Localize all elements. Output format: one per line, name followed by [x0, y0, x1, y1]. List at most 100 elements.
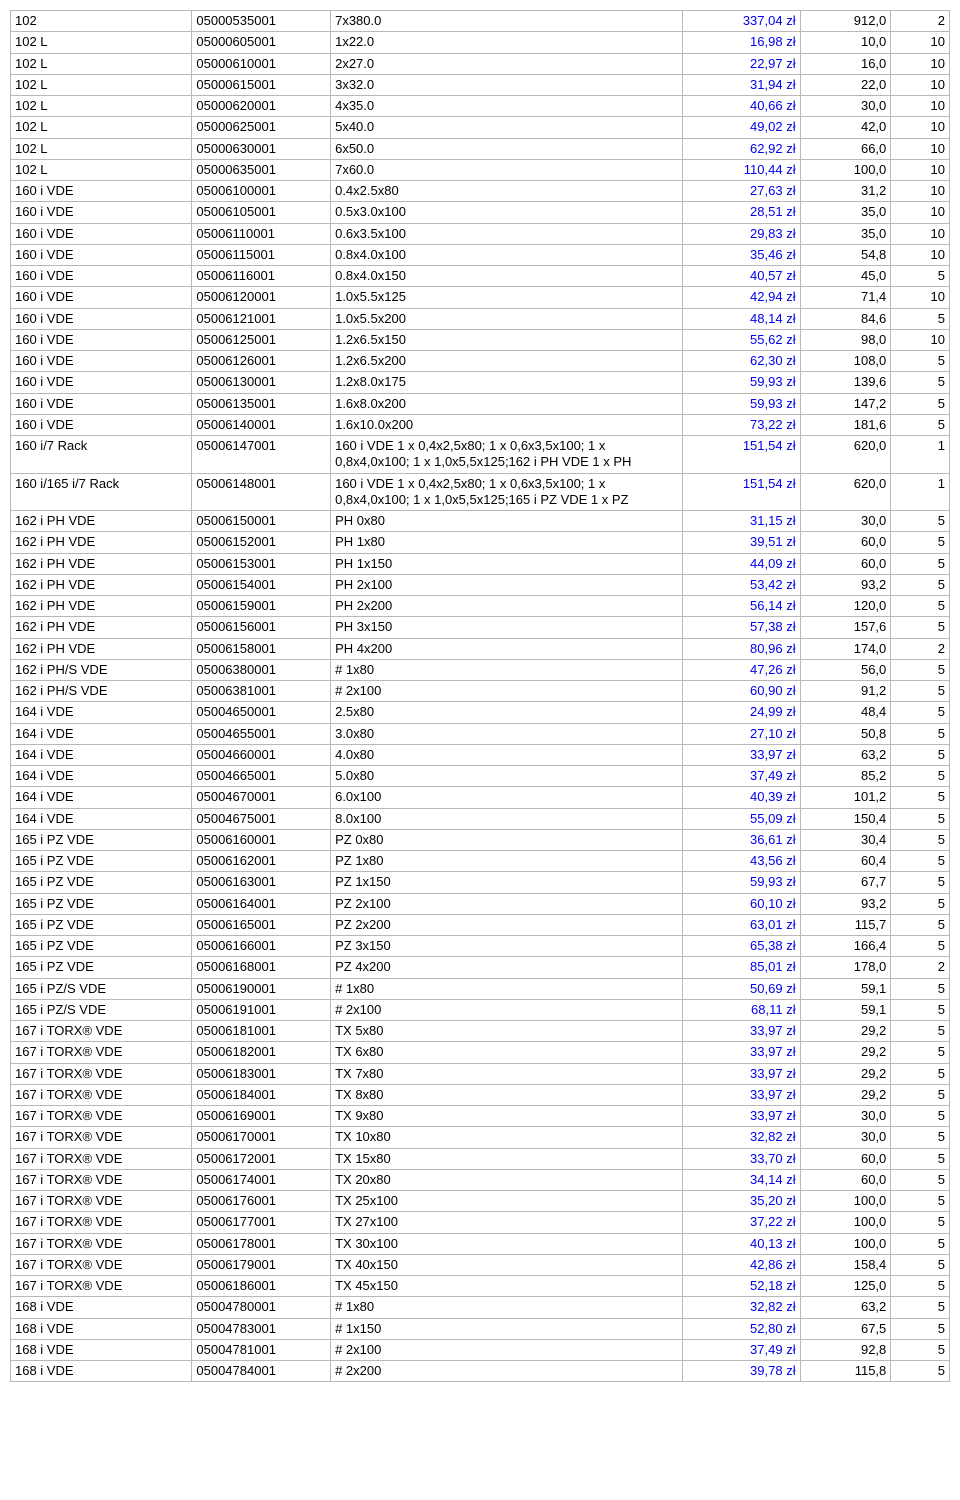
cell-c4: 93,2: [800, 574, 891, 595]
cell-c1: 05006105001: [192, 202, 331, 223]
cell-c2: 0.8x4.0x100: [331, 244, 683, 265]
cell-c0: 165 i PZ VDE: [11, 936, 192, 957]
table-row: 165 i PZ/S VDE05006190001# 1x8050,69 zł5…: [11, 978, 950, 999]
cell-c4: 178,0: [800, 957, 891, 978]
cell-c3: 62,30 zł: [683, 351, 800, 372]
cell-c3: 27,10 zł: [683, 723, 800, 744]
cell-c2: PH 0x80: [331, 511, 683, 532]
cell-c0: 160 i VDE: [11, 244, 192, 265]
cell-c3: 63,01 zł: [683, 914, 800, 935]
cell-c1: 05000630001: [192, 138, 331, 159]
cell-c1: 05006154001: [192, 574, 331, 595]
cell-c2: 3x32.0: [331, 74, 683, 95]
cell-c0: 165 i PZ VDE: [11, 872, 192, 893]
cell-c1: 05006172001: [192, 1148, 331, 1169]
cell-c4: 35,0: [800, 223, 891, 244]
cell-c2: TX 15x80: [331, 1148, 683, 1169]
cell-c1: 05006120001: [192, 287, 331, 308]
cell-c1: 05006115001: [192, 244, 331, 265]
cell-c4: 30,0: [800, 511, 891, 532]
cell-c0: 160 i/7 Rack: [11, 436, 192, 474]
cell-c5: 10: [891, 202, 950, 223]
cell-c3: 55,62 zł: [683, 329, 800, 350]
cell-c4: 98,0: [800, 329, 891, 350]
table-row: 165 i PZ VDE05006163001PZ 1x15059,93 zł6…: [11, 872, 950, 893]
cell-c2: 1.0x5.5x200: [331, 308, 683, 329]
table-row: 168 i VDE05004784001# 2x20039,78 zł115,8…: [11, 1361, 950, 1382]
cell-c1: 05004783001: [192, 1318, 331, 1339]
table-row: 102 L050006350017x60.0110,44 zł100,010: [11, 159, 950, 180]
cell-c5: 5: [891, 1297, 950, 1318]
cell-c3: 37,49 zł: [683, 1339, 800, 1360]
cell-c0: 164 i VDE: [11, 744, 192, 765]
cell-c0: 168 i VDE: [11, 1361, 192, 1382]
cell-c2: PH 1x80: [331, 532, 683, 553]
cell-c3: 47,26 zł: [683, 659, 800, 680]
cell-c5: 5: [891, 893, 950, 914]
cell-c2: TX 8x80: [331, 1084, 683, 1105]
cell-c5: 5: [891, 1169, 950, 1190]
cell-c1: 05006169001: [192, 1106, 331, 1127]
cell-c5: 5: [891, 1318, 950, 1339]
cell-c4: 181,6: [800, 414, 891, 435]
cell-c2: TX 6x80: [331, 1042, 683, 1063]
cell-c3: 110,44 zł: [683, 159, 800, 180]
cell-c0: 160 i VDE: [11, 202, 192, 223]
cell-c3: 60,10 zł: [683, 893, 800, 914]
cell-c2: PZ 0x80: [331, 829, 683, 850]
table-row: 165 i PZ VDE05006162001PZ 1x8043,56 zł60…: [11, 851, 950, 872]
cell-c0: 167 i TORX® VDE: [11, 1106, 192, 1127]
table-row: 165 i PZ VDE05006164001PZ 2x10060,10 zł9…: [11, 893, 950, 914]
table-row: 162 i PH/S VDE05006380001# 1x8047,26 zł5…: [11, 659, 950, 680]
cell-c1: 05006166001: [192, 936, 331, 957]
cell-c5: 5: [891, 1233, 950, 1254]
cell-c1: 05000615001: [192, 74, 331, 95]
table-row: 167 i TORX® VDE05006182001TX 6x8033,97 z…: [11, 1042, 950, 1063]
cell-c1: 05004655001: [192, 723, 331, 744]
cell-c2: 1.2x6.5x200: [331, 351, 683, 372]
cell-c0: 167 i TORX® VDE: [11, 1212, 192, 1233]
cell-c3: 57,38 zł: [683, 617, 800, 638]
cell-c0: 167 i TORX® VDE: [11, 1254, 192, 1275]
cell-c0: 160 i VDE: [11, 287, 192, 308]
cell-c2: PZ 2x100: [331, 893, 683, 914]
cell-c4: 29,2: [800, 1042, 891, 1063]
cell-c2: 0.4x2.5x80: [331, 181, 683, 202]
cell-c2: # 1x80: [331, 1297, 683, 1318]
table-row: 162 i PH/S VDE05006381001# 2x10060,90 zł…: [11, 681, 950, 702]
cell-c4: 166,4: [800, 936, 891, 957]
table-row: 162 i PH VDE05006158001PH 4x20080,96 zł1…: [11, 638, 950, 659]
cell-c5: 1: [891, 436, 950, 474]
table-row: 167 i TORX® VDE05006174001TX 20x8034,14 …: [11, 1169, 950, 1190]
cell-c1: 05006191001: [192, 999, 331, 1020]
cell-c3: 29,83 zł: [683, 223, 800, 244]
cell-c5: 5: [891, 308, 950, 329]
cell-c1: 05006148001: [192, 473, 331, 511]
cell-c0: 165 i PZ VDE: [11, 957, 192, 978]
cell-c2: 4.0x80: [331, 744, 683, 765]
cell-c4: 100,0: [800, 1212, 891, 1233]
table-row: 167 i TORX® VDE05006179001TX 40x15042,86…: [11, 1254, 950, 1275]
cell-c1: 05006158001: [192, 638, 331, 659]
cell-c4: 157,6: [800, 617, 891, 638]
cell-c3: 43,56 zł: [683, 851, 800, 872]
cell-c2: TX 30x100: [331, 1233, 683, 1254]
cell-c5: 5: [891, 808, 950, 829]
table-row: 162 i PH VDE05006153001PH 1x15044,09 zł6…: [11, 553, 950, 574]
table-row: 160 i VDE050061150010.8x4.0x10035,46 zł5…: [11, 244, 950, 265]
cell-c3: 48,14 zł: [683, 308, 800, 329]
table-row: 167 i TORX® VDE05006176001TX 25x10035,20…: [11, 1191, 950, 1212]
cell-c4: 54,8: [800, 244, 891, 265]
cell-c2: 6.0x100: [331, 787, 683, 808]
cell-c4: 60,0: [800, 1148, 891, 1169]
table-row: 167 i TORX® VDE05006178001TX 30x10040,13…: [11, 1233, 950, 1254]
cell-c3: 32,82 zł: [683, 1127, 800, 1148]
cell-c0: 165 i PZ VDE: [11, 914, 192, 935]
cell-c3: 60,90 zł: [683, 681, 800, 702]
cell-c5: 1: [891, 473, 950, 511]
cell-c1: 05006162001: [192, 851, 331, 872]
cell-c5: 5: [891, 1148, 950, 1169]
cell-c1: 05006174001: [192, 1169, 331, 1190]
cell-c4: 91,2: [800, 681, 891, 702]
cell-c2: 1.6x8.0x200: [331, 393, 683, 414]
